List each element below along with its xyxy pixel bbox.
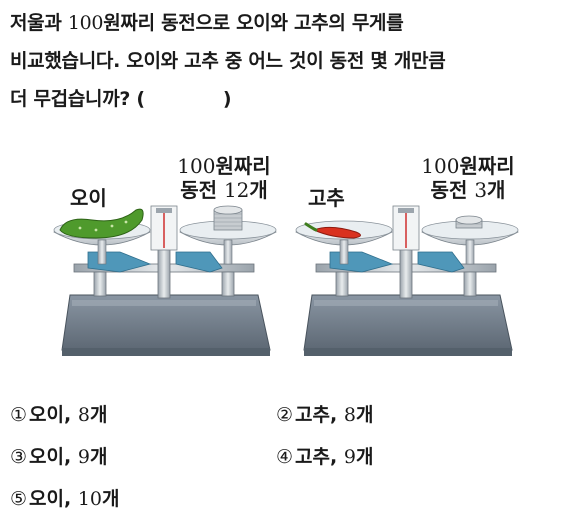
choice-4-count: 9 [343, 446, 356, 468]
choice-1-unit: 개 [89, 404, 108, 426]
choice-4-number: ④ [276, 446, 294, 468]
choice-1-item: 오이, [29, 404, 78, 426]
choice-5-number: ⑤ [10, 488, 28, 510]
right-coin-value: 100 [421, 154, 460, 178]
choice-3-number: ③ [10, 446, 28, 468]
left-coin-label-line-2: 동전 12개 [164, 178, 284, 202]
cucumber-icon [59, 208, 144, 239]
left-coin-label-line-1: 100원짜리 [164, 154, 284, 178]
choice-4-unit: 개 [355, 446, 374, 468]
right-scale [295, 205, 519, 356]
choice-2-count: 8 [343, 404, 356, 426]
right-coin-count: 3 [474, 178, 488, 202]
cucumber-label: 오이 [70, 186, 107, 210]
choice-1-number: ① [10, 404, 28, 426]
choice-3-item: 오이, [29, 446, 78, 468]
choice-2-number: ② [276, 404, 294, 426]
choice-5-item: 오이, [29, 488, 78, 510]
question-line-1-end: 원짜리 동전으로 오이와 고추의 무게를 [103, 12, 404, 34]
choice-2[interactable]: ② 고추, 8개 [276, 400, 373, 427]
choice-5[interactable]: ⑤ 오이, 10개 [10, 484, 120, 511]
right-coin-noun: 동전 [430, 178, 475, 202]
right-coin-unit: 원짜리 [459, 154, 515, 178]
question-line-1-start: 저울과 [10, 12, 68, 34]
choice-3[interactable]: ③ 오이, 9개 [10, 442, 107, 469]
right-coin-label-line-1: 100원짜리 [408, 154, 528, 178]
choice-4[interactable]: ④ 고추, 9개 [276, 442, 373, 469]
left-coin-unit: 원짜리 [215, 154, 271, 178]
choice-1[interactable]: ① 오이, 8개 [10, 400, 107, 427]
right-coin-count-unit: 개 [487, 178, 506, 202]
pepper-label: 고추 [308, 186, 345, 210]
question-line-2: 비교했습니다. 오이와 고추 중 어느 것이 동전 몇 개만큼 [10, 50, 446, 72]
question-amount: 100 [67, 12, 104, 34]
left-coin-count-unit: 개 [249, 178, 268, 202]
coin-stack-12-icon [213, 205, 243, 231]
choice-3-count: 9 [77, 446, 90, 468]
question-line-3-start: 더 무겁습니까? ( [10, 88, 145, 110]
question-line-1: 저울과 100원짜리 동전으로 오이와 고추의 무게를 [10, 4, 580, 42]
question-text: 저울과 100원짜리 동전으로 오이와 고추의 무게를 비교했습니다. 오이와 … [10, 4, 580, 118]
question-line-3: 더 무겁습니까? () [10, 80, 580, 118]
left-coin-count: 12 [223, 178, 250, 202]
question-line-3-end: ) [222, 88, 232, 110]
choice-3-unit: 개 [89, 446, 108, 468]
choice-5-unit: 개 [102, 488, 120, 510]
right-coin-label-line-2: 동전 3개 [408, 178, 528, 202]
choice-5-count: 10 [77, 488, 103, 510]
left-coin-value: 100 [177, 154, 216, 178]
right-coin-label: 100원짜리 동전 3개 [408, 154, 528, 202]
choice-4-item: 고추, [295, 446, 344, 468]
left-coin-label: 100원짜리 동전 12개 [164, 154, 284, 202]
red-pepper-icon [304, 222, 361, 239]
balance-figure: 오이 100원짜리 동전 12개 고추 100원짜리 동전 3개 [0, 140, 584, 370]
choice-2-unit: 개 [355, 404, 374, 426]
choice-1-count: 8 [77, 404, 90, 426]
choice-2-item: 고추, [295, 404, 344, 426]
left-coin-noun: 동전 [180, 178, 224, 202]
coin-stack-3-icon [455, 215, 483, 229]
balance-scales-illustration [53, 205, 519, 356]
